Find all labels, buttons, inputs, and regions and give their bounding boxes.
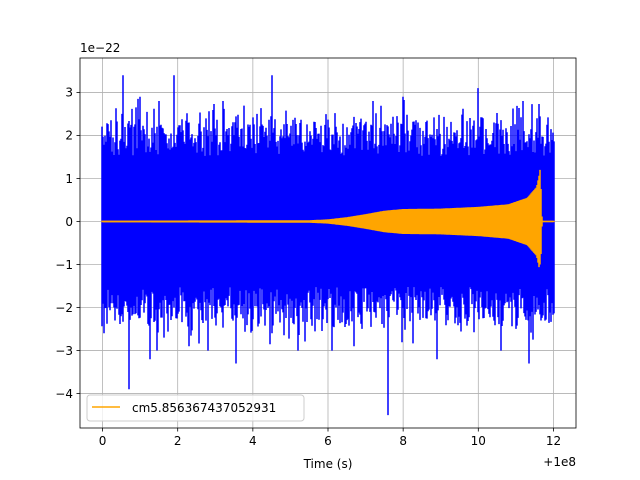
x-tick-label: 8 [399,434,407,448]
legend: cm5.856367437052931 [86,394,305,422]
x-tick-label: 4 [249,434,257,448]
y-tick-label: 1 [65,172,73,186]
x-tick-label: 12 [546,434,561,448]
y-tick-label: 0 [65,215,73,229]
y-tick-label: −3 [55,344,73,358]
y-tick-label: 3 [65,86,73,100]
x-axis-label: Time (s) [303,457,353,471]
x-tick-label: 2 [174,434,182,448]
y-tick-label: 2 [65,129,73,143]
y-tick-label: −1 [55,258,73,272]
legend-box [86,394,305,422]
y-tick-label: −4 [55,387,73,401]
y-tick-label: −2 [55,301,73,315]
x-tick-label: 6 [324,434,332,448]
x-tick-label: 10 [471,434,486,448]
x-tick-label: 0 [99,434,107,448]
y-scale-label: 1e−22 [80,41,120,55]
x-offset-label: +1e8 [543,455,576,469]
legend-label: cm5.856367437052931 [132,401,276,415]
data-layer [101,75,555,416]
